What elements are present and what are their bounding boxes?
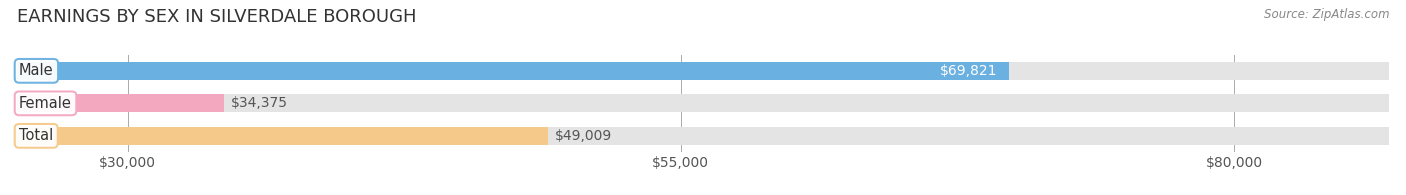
Text: $34,375: $34,375 <box>231 96 288 110</box>
Bar <box>17 94 1389 112</box>
Bar <box>17 127 548 145</box>
Bar <box>17 62 1010 80</box>
Text: Total: Total <box>20 128 53 143</box>
Bar <box>17 62 1389 80</box>
Text: EARNINGS BY SEX IN SILVERDALE BOROUGH: EARNINGS BY SEX IN SILVERDALE BOROUGH <box>17 8 416 26</box>
Text: Source: ZipAtlas.com: Source: ZipAtlas.com <box>1264 8 1389 21</box>
Bar <box>17 94 225 112</box>
Bar <box>17 127 1389 145</box>
Text: Female: Female <box>20 96 72 111</box>
Text: $49,009: $49,009 <box>555 129 612 143</box>
Text: Male: Male <box>20 63 53 78</box>
Text: $69,821: $69,821 <box>941 64 998 78</box>
